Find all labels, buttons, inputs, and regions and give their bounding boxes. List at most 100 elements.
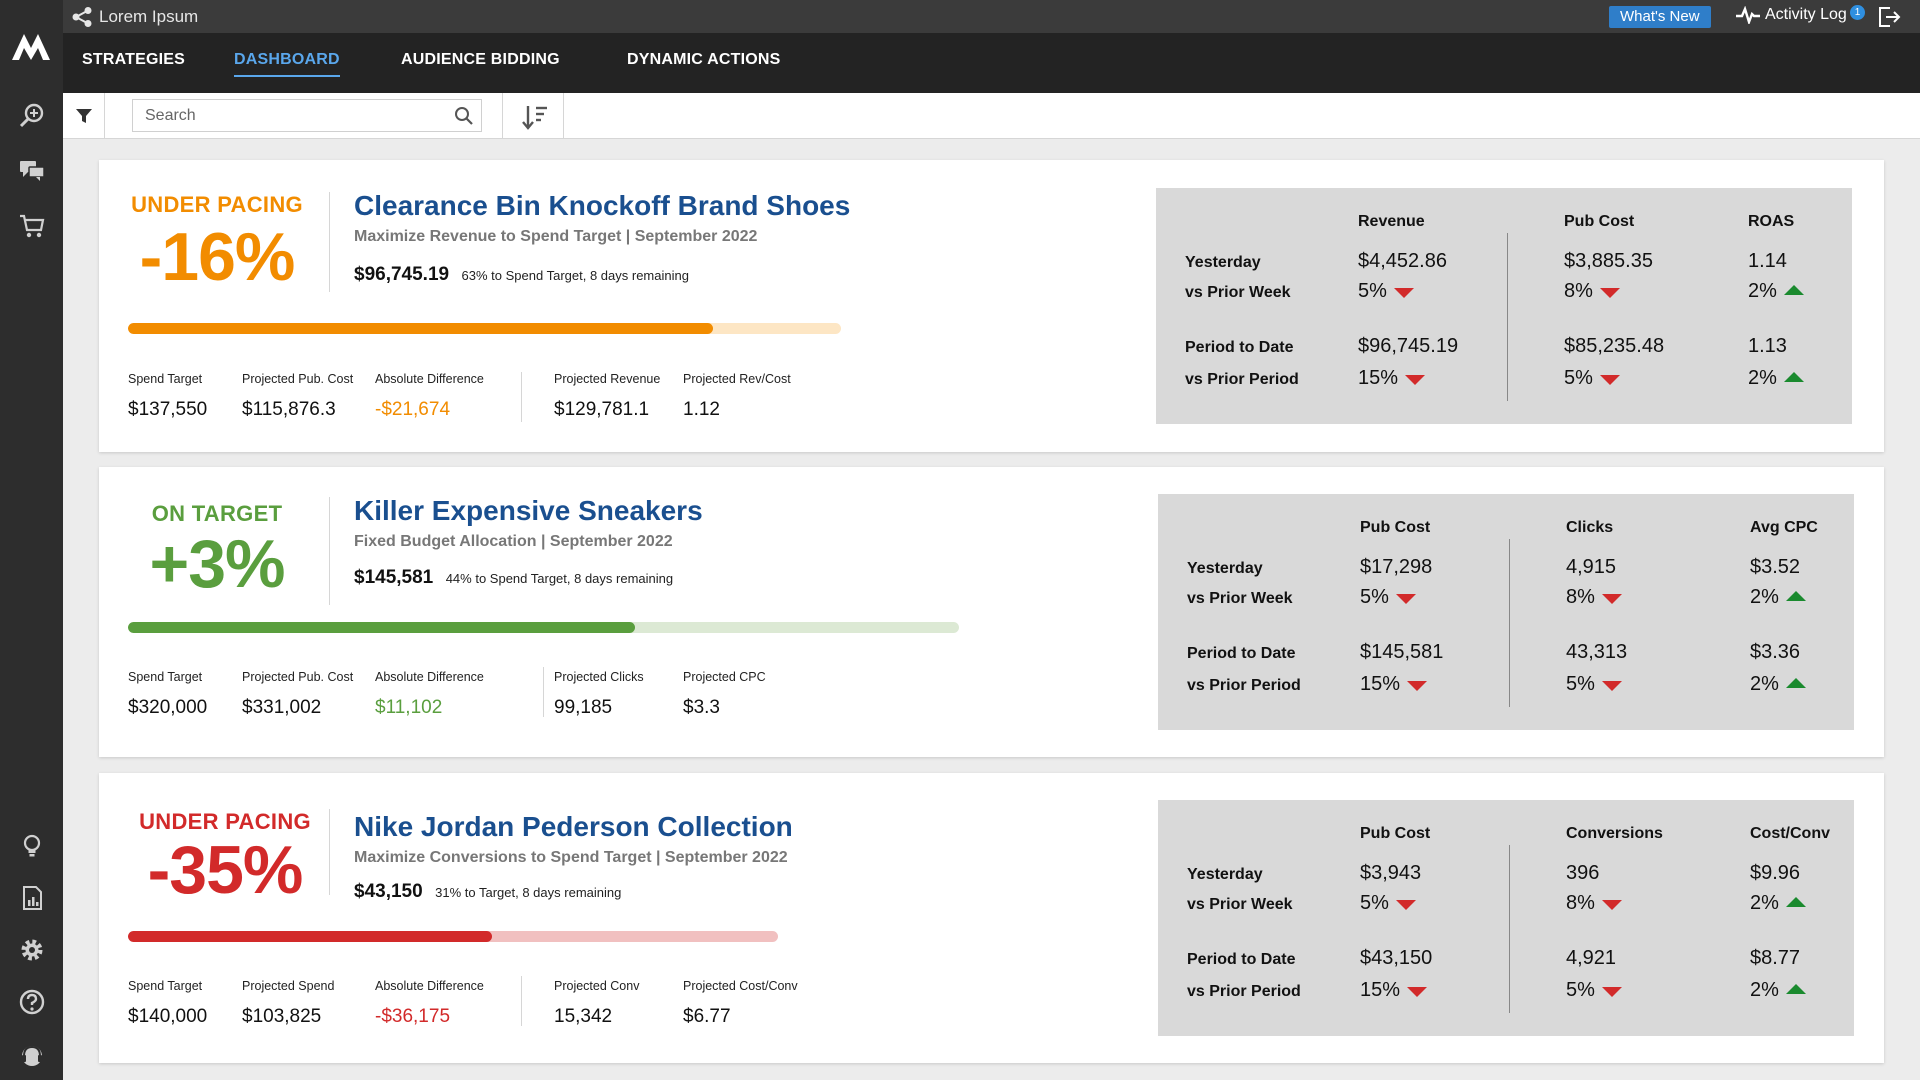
sort-icon[interactable] <box>521 103 549 131</box>
filter-button[interactable] <box>63 93 105 139</box>
activity-log-button[interactable]: Activity Log <box>1735 6 1847 24</box>
stats-value: $3.52 <box>1750 556 1801 578</box>
metric: Absolute Difference -$21,674 <box>375 372 484 421</box>
tab-dashboard[interactable]: DASHBOARD <box>234 51 340 77</box>
arrow-down-icon <box>1601 899 1622 910</box>
stats-column-header: Pub Cost <box>1360 519 1431 536</box>
arrow-down-icon <box>1405 374 1426 385</box>
stats-change: 5% <box>1358 280 1414 303</box>
gear-icon[interactable] <box>16 934 48 966</box>
brand[interactable]: Lorem Ipsum <box>71 6 198 28</box>
metrics-divider <box>521 976 522 1026</box>
strategy-card: ON TARGET +3% Killer Expensive Sneakers … <box>99 467 1884 757</box>
metric: Projected Spend $103,825 <box>242 979 334 1028</box>
stats-value: 1.14 <box>1748 250 1787 272</box>
stats-divider <box>1509 539 1510 707</box>
metric-label: Projected Revenue <box>554 372 661 386</box>
report-icon[interactable] <box>16 882 48 914</box>
arrow-up-icon <box>1783 285 1804 295</box>
strategy-subtitle: Maximize Revenue to Spend Target | Septe… <box>354 228 758 245</box>
stats-change: 15% <box>1360 979 1428 1002</box>
stats-change: 2% <box>1748 367 1804 390</box>
metric-value: $3.3 <box>683 697 720 718</box>
strategy-subtitle: Maximize Conversions to Spend Target | S… <box>354 849 788 866</box>
stats-change-value: 5% <box>1564 367 1593 389</box>
activity-log-label: Activity Log <box>1765 6 1847 23</box>
metric-label: Spend Target <box>128 372 203 386</box>
stats-row-label: vs Prior Week <box>1187 896 1293 913</box>
metric-label: Projected Conv <box>554 979 640 993</box>
support-icon[interactable] <box>16 1040 48 1072</box>
cart-icon[interactable] <box>16 210 48 242</box>
stats-change-value: 5% <box>1360 586 1389 608</box>
stats-column-header: ROAS <box>1748 213 1795 230</box>
metric: Projected Pub. Cost $115,876.3 <box>242 372 353 421</box>
metric-label: Spend Target <box>128 670 203 684</box>
metric-value: 15,342 <box>554 1006 613 1027</box>
stats-change: 2% <box>1750 586 1806 609</box>
strategy-title[interactable]: Nike Jordan Pederson Collection <box>354 811 793 842</box>
tab-strategies[interactable]: STRATEGIES <box>82 51 186 68</box>
stats-column-header: Avg CPC <box>1750 519 1818 536</box>
card-divider <box>329 192 330 292</box>
pacing-percent: -16% <box>139 219 296 295</box>
stats-value: $9.96 <box>1750 862 1801 884</box>
stats-column-header: Clicks <box>1566 519 1614 536</box>
search-input[interactable] <box>133 100 433 131</box>
stats-change-value: 5% <box>1566 673 1595 695</box>
lightbulb-icon[interactable] <box>16 830 48 862</box>
metric: Spend Target $140,000 <box>128 979 207 1028</box>
stats-change-value: 15% <box>1358 367 1399 389</box>
left-sidebar <box>0 0 63 1080</box>
stats-value: 396 <box>1566 862 1600 884</box>
search-icon[interactable] <box>454 106 473 125</box>
stats-change: 2% <box>1748 280 1804 303</box>
search-zoom-icon[interactable] <box>16 100 48 132</box>
metric-value: $320,000 <box>128 697 208 718</box>
arrow-up-icon <box>1785 897 1806 907</box>
stats-value: $96,745.19 <box>1358 335 1459 357</box>
stats-change: 15% <box>1358 367 1426 390</box>
metric: Projected Clicks 99,185 <box>554 670 644 719</box>
logo-icon[interactable] <box>10 30 52 64</box>
metric-value: $129,781.1 <box>554 399 650 420</box>
metric-label: Absolute Difference <box>375 372 484 386</box>
stats-value: $17,298 <box>1360 556 1433 578</box>
logout-icon[interactable] <box>1877 5 1901 29</box>
stats-change-value: 8% <box>1564 280 1593 302</box>
strategy-card: UNDER PACING -35% Nike Jordan Pederson C… <box>99 773 1884 1063</box>
stats-value: $3,943 <box>1360 862 1422 884</box>
stats-change-value: 5% <box>1358 280 1387 302</box>
chat-icon[interactable] <box>16 155 48 187</box>
strategy-title[interactable]: Clearance Bin Knockoff Brand Shoes <box>354 190 851 221</box>
tab-audience-bidding[interactable]: AUDIENCE BIDDING <box>401 51 560 68</box>
spend-summary: $43,150 31% to Target, 8 days remaining <box>354 881 621 903</box>
help-icon[interactable] <box>16 986 48 1018</box>
metric: Absolute Difference $11,102 <box>375 670 484 719</box>
tab-dynamic-actions[interactable]: DYNAMIC ACTIONS <box>627 51 781 68</box>
toolbar-divider <box>502 93 503 139</box>
stats-change-value: 5% <box>1566 979 1595 1001</box>
pacing-percent: -35% <box>147 832 304 908</box>
arrow-up-icon <box>1783 372 1804 382</box>
metric-label: Projected Pub. Cost <box>242 372 354 386</box>
stats-column-header: Cost/Conv <box>1750 825 1830 842</box>
whats-new-button[interactable]: What's New <box>1609 6 1711 28</box>
stats-value: $4,452.86 <box>1358 250 1447 272</box>
arrow-down-icon <box>1601 986 1622 997</box>
spend-note: 44% to Spend Target, 8 days remaining <box>445 571 674 586</box>
stats-value: $43,150 <box>1360 947 1433 969</box>
stats-change-value: 2% <box>1750 586 1779 608</box>
strategy-title[interactable]: Killer Expensive Sneakers <box>354 495 703 526</box>
brand-name: Lorem Ipsum <box>99 7 199 26</box>
stats-panel: Pub Cost Conversions Cost/Conv Yesterday vs … <box>1158 800 1854 1036</box>
stats-change: 15% <box>1360 673 1428 696</box>
arrow-down-icon <box>1601 593 1622 604</box>
arrow-down-icon <box>1601 680 1622 691</box>
metrics-divider <box>521 372 522 422</box>
pacing-status: ON TARGET <box>151 501 283 526</box>
metric: Projected Pub. Cost $331,002 <box>242 670 353 719</box>
stats-divider <box>1509 845 1510 1013</box>
stats-row-label: Yesterday <box>1187 560 1263 577</box>
stats-column-header: Revenue <box>1358 213 1425 230</box>
